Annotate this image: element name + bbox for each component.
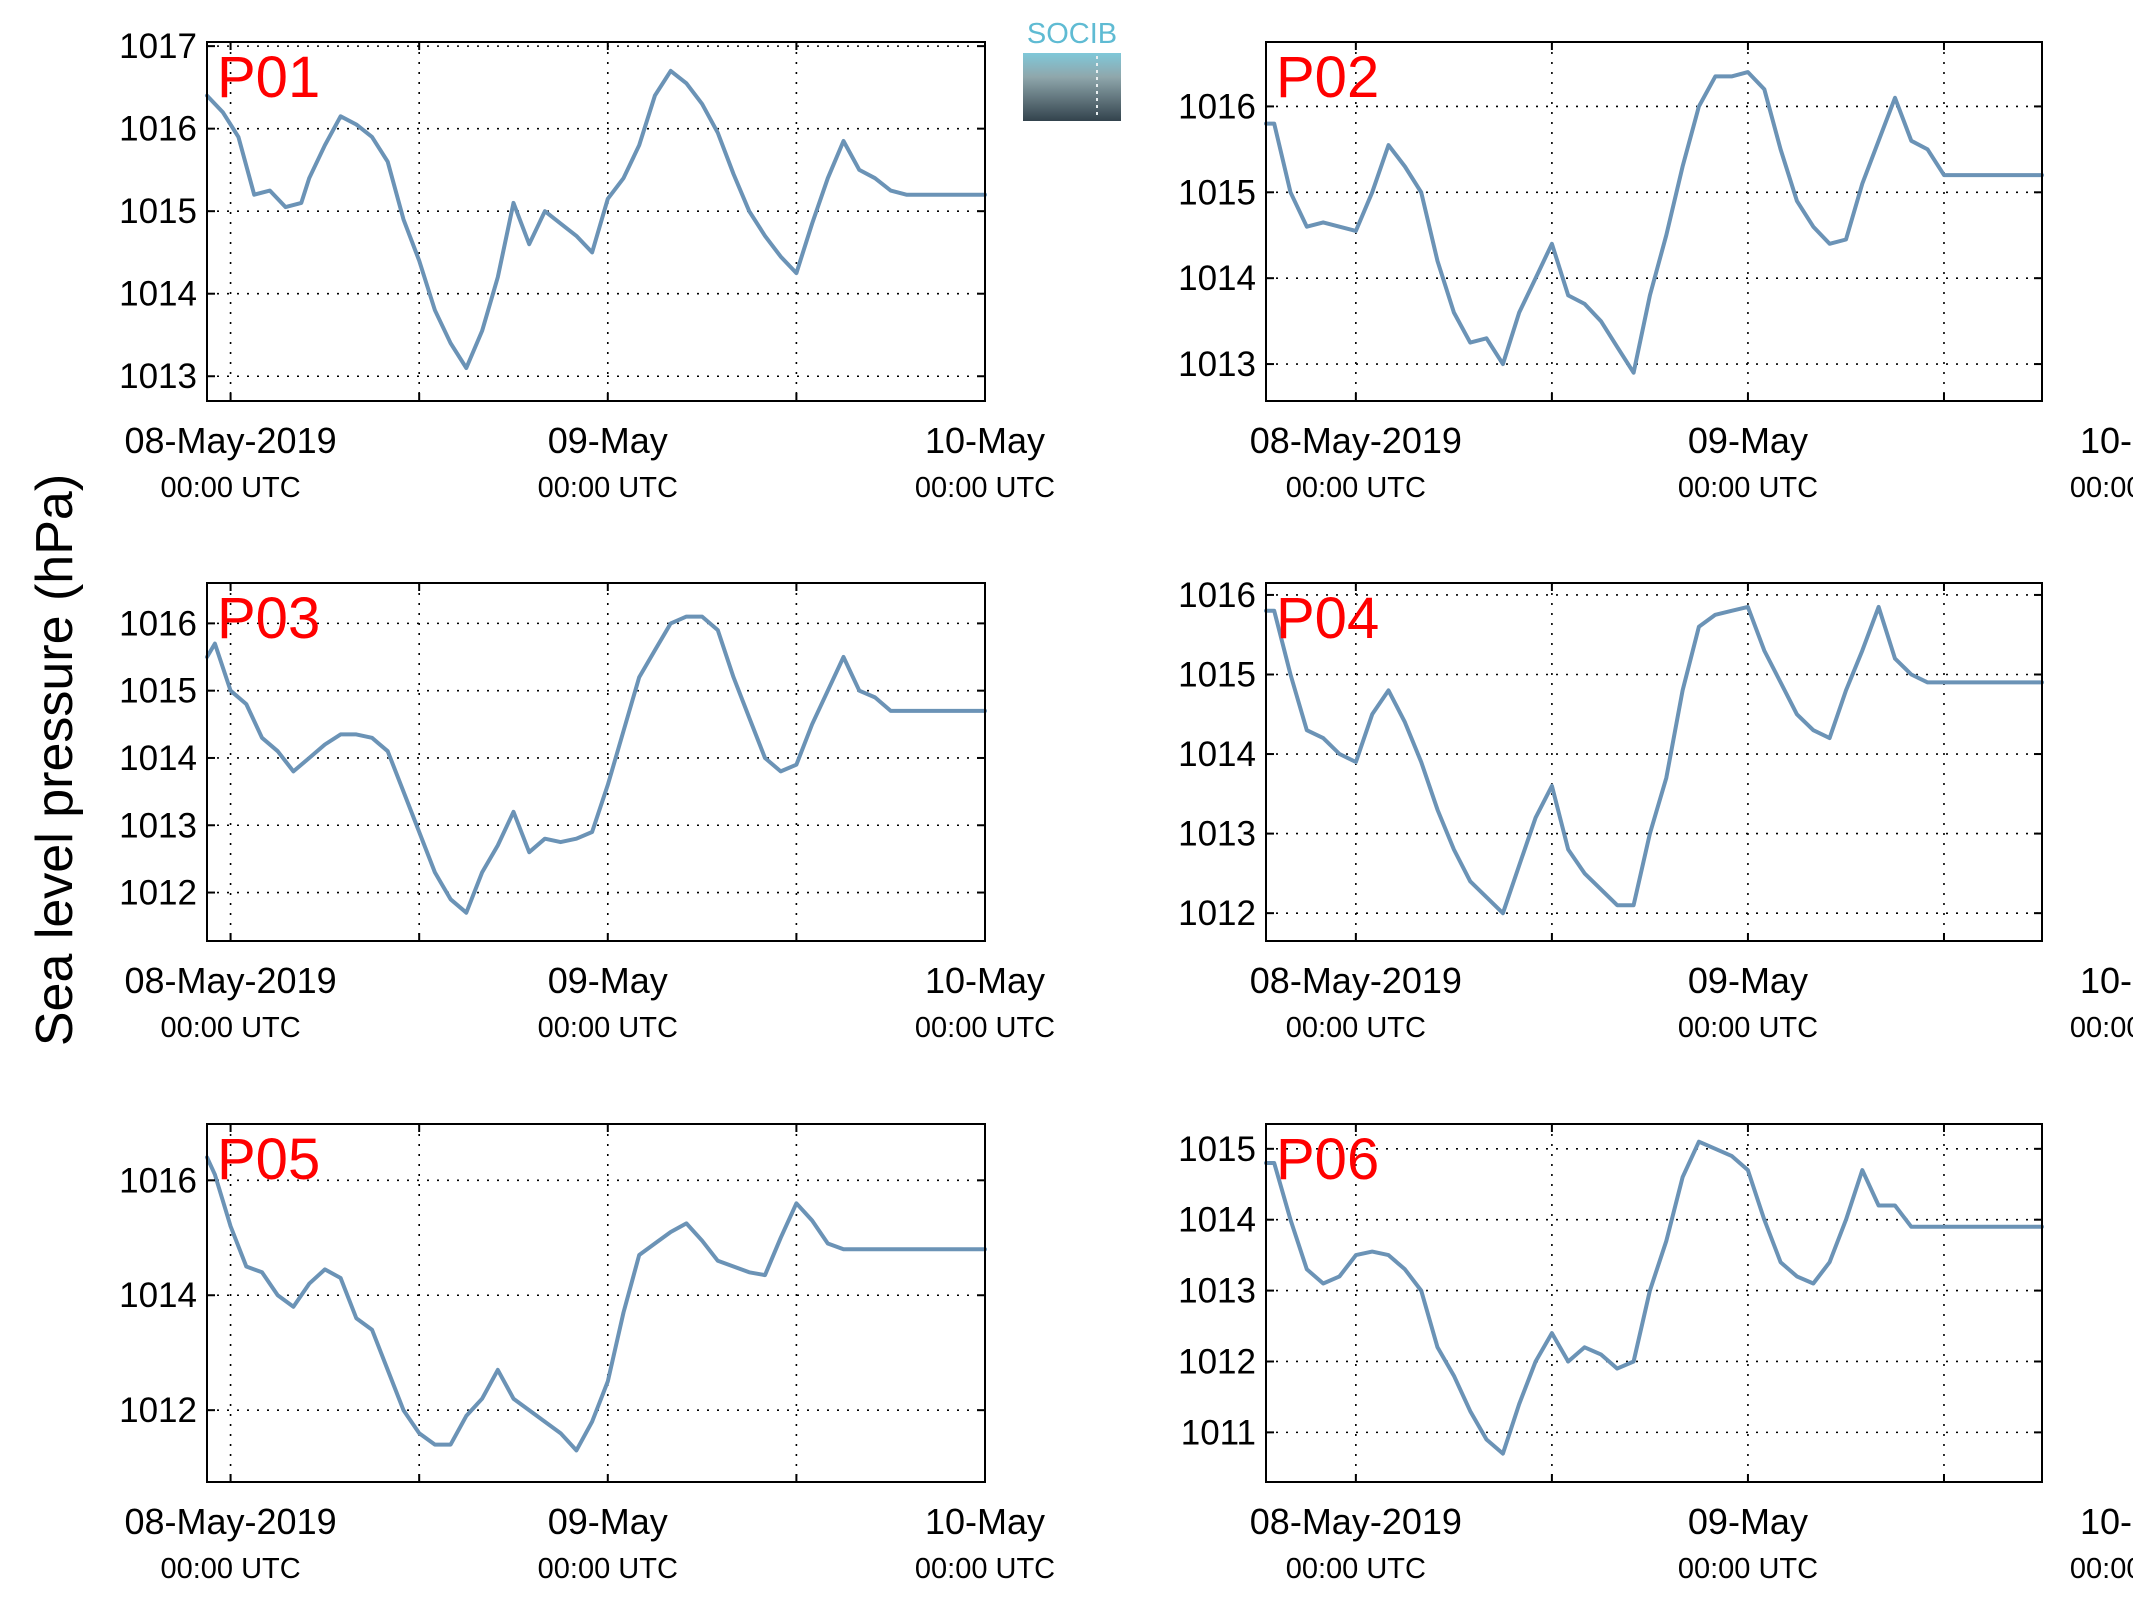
y-tick-label: 1015 — [1178, 655, 1256, 694]
panel-p02: 1013 1014 1015 1016 08-May-2019 00:00 UTC 09-M… — [1178, 41, 2133, 504]
axes-frame — [1265, 41, 2043, 402]
x-tick-label-date: 08-May-2019 — [125, 420, 337, 461]
x-tick-label-time: 00:00 UTC — [2070, 1553, 2133, 1585]
panel-p05: 1012 1014 1016 08-May-2019 00:00 UTC 09-May 00… — [119, 1123, 1055, 1585]
panel-label: P01 — [217, 45, 320, 110]
figure-y-axis-label: Sea level pressure (hPa) — [26, 474, 84, 1046]
y-tick-label: 1016 — [1178, 576, 1256, 615]
series-line — [1264, 70, 2044, 375]
x-tick-label-date: 09-May — [548, 960, 668, 1001]
panel-p04: 1012 1013 1014 1015 1016 08-May-2019 00:00 UTC… — [1178, 576, 2133, 1044]
x-tick-label-date: 08-May-2019 — [1250, 1501, 1462, 1542]
y-tick-label: 1013 — [1178, 1272, 1256, 1311]
y-tick-label: 1015 — [1178, 1130, 1256, 1169]
y-tick-label: 1014 — [119, 275, 197, 314]
logo-text: SOCIB — [1027, 18, 1117, 50]
series-line — [205, 1155, 987, 1453]
y-tick-label: 1014 — [1178, 259, 1256, 298]
x-tick-label-date: 09-May — [548, 420, 668, 461]
x-tick-label-date: 08-May-2019 — [1250, 960, 1462, 1001]
series-line — [205, 68, 987, 370]
axes-frame — [1265, 582, 2043, 942]
x-tick-label-time: 00:00 UTC — [538, 472, 678, 504]
x-tick-label-date: 10-May — [925, 1501, 1045, 1542]
logo-background — [1023, 53, 1121, 121]
x-tick-label-date: 09-May — [1688, 960, 1808, 1001]
x-tick-label-time: 00:00 UTC — [538, 1553, 678, 1585]
x-tick-label-time: 00:00 UTC — [1678, 1553, 1818, 1585]
x-tick-label-date: 09-May — [548, 1501, 668, 1542]
panel-p01: 1013 1014 1015 1016 1017 08-May-2019 00:00 UTC… — [119, 27, 1055, 504]
x-tick-label-date: 08-May-2019 — [1250, 420, 1462, 461]
x-tick-label-date: 10-May — [2080, 420, 2133, 461]
y-tick-label: 1014 — [1178, 1201, 1256, 1240]
y-tick-label: 1014 — [119, 1276, 197, 1315]
y-tick-label: 1016 — [1178, 87, 1256, 126]
series-line — [1264, 1139, 2044, 1456]
y-tick-label: 1015 — [1178, 173, 1256, 212]
x-tick-label-time: 00:00 UTC — [915, 1012, 1055, 1044]
y-tick-label: 1013 — [1178, 345, 1256, 384]
panels-group: 1013 1014 1015 1016 1017 08-May-2019 00:00 UTC… — [119, 27, 2133, 1585]
y-tick-label: 1012 — [1178, 894, 1256, 933]
series-line — [205, 614, 987, 915]
panel-label: P02 — [1276, 45, 1379, 110]
y-tick-label: 1012 — [1178, 1342, 1256, 1381]
x-tick-label-date: 10-May — [925, 420, 1045, 461]
panel-p03: 1012 1013 1014 1015 1016 08-May-2019 00:00 UTC… — [119, 582, 1055, 1044]
y-tick-label: 1011 — [1181, 1413, 1256, 1452]
x-tick-label-time: 00:00 UTC — [538, 1012, 678, 1044]
panel-label: P03 — [217, 586, 320, 651]
x-tick-label-time: 00:00 UTC — [1678, 472, 1818, 504]
x-tick-label-date: 08-May-2019 — [125, 1501, 337, 1542]
panel-label: P06 — [1276, 1127, 1379, 1192]
x-tick-label-date: 08-May-2019 — [125, 960, 337, 1001]
x-tick-label-time: 00:00 UTC — [160, 472, 300, 504]
x-tick-label-time: 00:00 UTC — [1286, 1012, 1426, 1044]
y-tick-label: 1014 — [119, 739, 197, 778]
axes-frame — [1265, 1123, 2043, 1483]
panel-p06: 1011 1012 1013 1014 1015 08-May-2019 00:00 UTC… — [1178, 1123, 2133, 1585]
x-tick-label-date: 10-May — [925, 960, 1045, 1001]
y-tick-label: 1016 — [119, 110, 197, 149]
y-tick-label: 1013 — [119, 806, 197, 845]
y-tick-label: 1014 — [1178, 735, 1256, 774]
x-tick-label-time: 00:00 UTC — [2070, 1012, 2133, 1044]
y-tick-label: 1016 — [119, 604, 197, 643]
y-tick-label: 1017 — [119, 27, 197, 66]
y-tick-label: 1013 — [119, 357, 197, 396]
y-tick-label: 1015 — [119, 672, 197, 711]
y-tick-label: 1012 — [119, 1391, 197, 1430]
x-tick-label-time: 00:00 UTC — [915, 1553, 1055, 1585]
x-tick-label-time: 00:00 UTC — [915, 472, 1055, 504]
x-tick-label-time: 00:00 UTC — [1678, 1012, 1818, 1044]
axes-frame — [206, 1123, 986, 1483]
axes-frame — [206, 582, 986, 942]
x-tick-label-time: 00:00 UTC — [160, 1012, 300, 1044]
x-tick-label-time: 00:00 UTC — [1286, 1553, 1426, 1585]
x-tick-label-time: 00:00 UTC — [160, 1553, 300, 1585]
panel-label: P05 — [217, 1127, 320, 1192]
y-tick-label: 1013 — [1178, 815, 1256, 854]
x-tick-label-date: 09-May — [1688, 1501, 1808, 1542]
series-line — [1264, 604, 2044, 916]
x-tick-label-time: 00:00 UTC — [2070, 472, 2133, 504]
panel-label: P04 — [1276, 586, 1379, 651]
socib-logo: SOCIB — [1023, 18, 1121, 121]
y-tick-label: 1016 — [119, 1161, 197, 1200]
y-tick-label: 1012 — [119, 874, 197, 913]
x-tick-label-date: 09-May — [1688, 420, 1808, 461]
x-tick-label-date: 10-May — [2080, 960, 2133, 1001]
y-tick-label: 1015 — [119, 192, 197, 231]
x-tick-label-date: 10-May — [2080, 1501, 2133, 1542]
axes-frame — [206, 41, 986, 402]
x-tick-label-time: 00:00 UTC — [1286, 472, 1426, 504]
